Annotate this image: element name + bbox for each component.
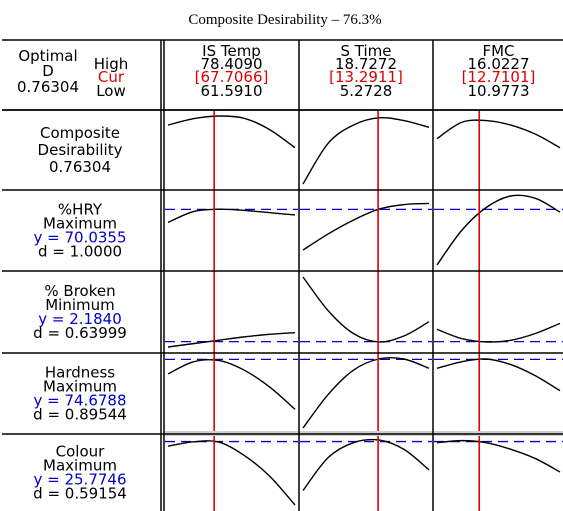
response-3-line-2: y = 74.6788	[33, 392, 126, 410]
response-curve-1-0	[167, 208, 296, 224]
factor-high-1: 18.7272	[335, 55, 397, 73]
response-2-line-1: Minimum	[45, 296, 115, 314]
response-2-line-2: y = 2.1840	[38, 310, 121, 328]
row-label-low: Low	[96, 82, 126, 100]
response-4-line-2: y = 25.7746	[33, 471, 126, 489]
factor-low-0: 61.5910	[200, 82, 262, 100]
response-4-line-1: Maximum	[43, 457, 117, 475]
response-0-line-2: 0.76304	[49, 158, 111, 176]
response-2-line-3: d = 0.63999	[33, 324, 127, 342]
response-curve-1-1	[302, 202, 430, 251]
response-3-line-1: Maximum	[43, 378, 117, 396]
factor-low-1: 5.2728	[340, 82, 393, 100]
factor-high-0: 78.4090	[200, 55, 262, 73]
response-curve-2-2	[436, 322, 561, 343]
response-curve-1-2	[436, 194, 561, 266]
factor-low-2: 10.9773	[467, 82, 529, 100]
factor-name-0: IS Temp	[202, 42, 261, 60]
response-curve-3-0	[167, 359, 296, 410]
factor-high-2: 16.0227	[467, 55, 529, 73]
response-1-line-2: y = 70.0355	[33, 229, 126, 247]
response-curve-4-0	[167, 440, 296, 506]
response-curve-2-1	[302, 276, 430, 343]
response-1-line-1: Maximum	[43, 215, 117, 233]
response-curve-0-0	[167, 115, 296, 149]
response-3-line-3: d = 0.89544	[33, 406, 127, 424]
factor-current-2: [12.7101]	[462, 68, 536, 86]
optimal-d-label: D	[42, 62, 54, 80]
optimal-label: Optimal	[18, 47, 77, 65]
response-curve-2-0	[167, 331, 296, 348]
response-curve-0-1	[302, 116, 430, 185]
row-label-cur: Cur	[98, 68, 125, 86]
response-curve-3-1	[302, 357, 430, 429]
response-0-line-1: Desirability	[38, 141, 123, 159]
optimal-d-value: 0.76304	[17, 78, 79, 96]
response-4-line-3: d = 0.59154	[33, 485, 127, 503]
factor-name-2: FMC	[482, 42, 514, 60]
row-label-high: High	[94, 55, 128, 73]
factor-name-1: S Time	[341, 42, 392, 60]
response-0-line-0: Composite	[40, 124, 120, 142]
response-curve-0-2	[436, 119, 561, 149]
response-3-line-0: Hardness	[45, 364, 115, 382]
factor-current-1: [13.2911]	[329, 68, 403, 86]
response-curve-4-1	[302, 438, 430, 491]
response-1-line-3: d = 1.0000	[38, 243, 122, 261]
response-curve-4-2	[436, 439, 561, 473]
response-1-line-0: %HRY	[58, 201, 103, 219]
factor-current-0: [67.7066]	[195, 68, 269, 86]
response-curve-3-2	[436, 358, 561, 392]
chart-title: Composite Desirability – 76.3%	[188, 12, 381, 28]
response-4-line-0: Colour	[56, 443, 106, 461]
response-2-line-0: % Broken	[44, 282, 115, 300]
